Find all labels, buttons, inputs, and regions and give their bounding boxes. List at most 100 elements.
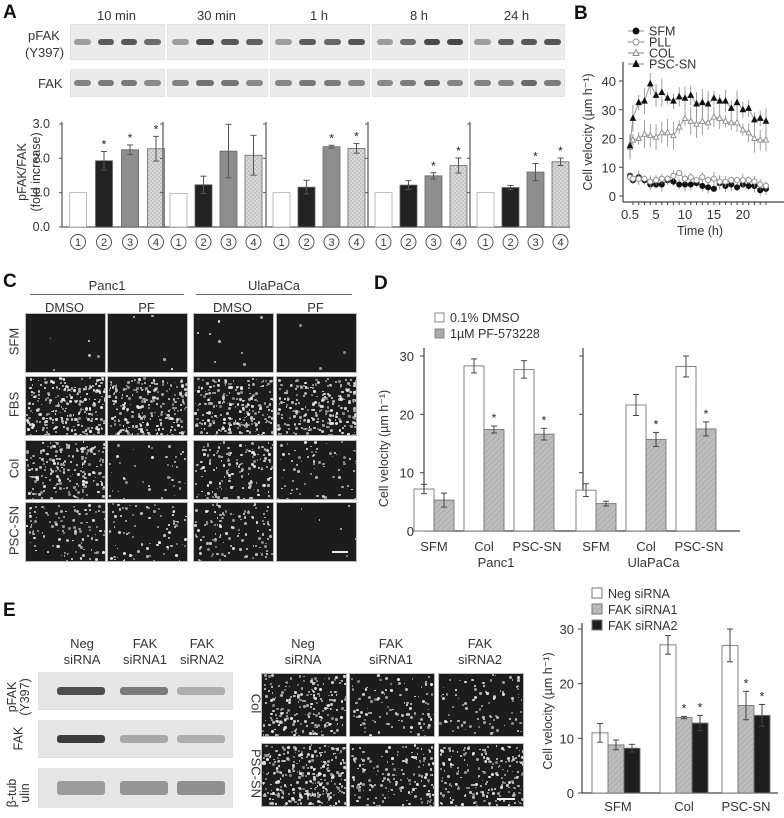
microscopy-image	[276, 313, 357, 373]
svg-text:2: 2	[405, 237, 411, 249]
svg-text:PLL: PLL	[649, 36, 671, 50]
svg-text:Cell velocity (µm h⁻¹): Cell velocity (µm h⁻¹)	[541, 652, 555, 769]
svg-text:30: 30	[602, 103, 616, 118]
microscopy-image	[193, 376, 274, 436]
microscopy-image	[193, 502, 274, 562]
blot-row-label-line1: FAK	[11, 726, 26, 751]
panel-d-letter: D	[374, 273, 388, 294]
fak-label: FAK	[38, 76, 63, 91]
protein-band	[447, 39, 464, 45]
protein-band	[221, 39, 239, 45]
row-label: Col	[6, 458, 22, 479]
blot-row-label: FAK	[11, 714, 26, 764]
svg-text:pFAK/FAK(fold increase): pFAK/FAK(fold increase)	[15, 132, 43, 211]
microscopy-image	[276, 502, 357, 562]
protein-band	[348, 39, 366, 45]
svg-text:0.1% DMSO: 0.1% DMSO	[450, 311, 520, 325]
protein-band	[348, 80, 366, 86]
blot-column-label: FAK	[189, 636, 215, 651]
blot-column-label: siRNA1	[122, 652, 168, 667]
protein-band	[474, 80, 491, 86]
svg-text:30: 30	[560, 622, 574, 637]
svg-text:Cell velocity (µm h⁻¹): Cell velocity (µm h⁻¹)	[377, 390, 391, 507]
svg-text:*: *	[760, 689, 765, 703]
protein-band	[544, 80, 561, 86]
microscopy-image	[276, 376, 357, 436]
svg-text:*: *	[492, 411, 497, 425]
timepoint-label: 8 h	[409, 8, 429, 23]
svg-text:0: 0	[567, 786, 574, 801]
svg-text:20: 20	[602, 132, 616, 147]
panel-a-letter: A	[3, 2, 17, 23]
pfak-blot-strip	[372, 24, 468, 60]
microscopy-image	[107, 313, 188, 373]
pfak-blot-strip	[270, 24, 370, 60]
timepoint-label: 30 min	[196, 8, 237, 23]
cell-line-underline	[196, 294, 352, 295]
svg-text:Col: Col	[674, 799, 694, 814]
svg-text:3: 3	[430, 237, 436, 249]
row-label: FBS	[6, 391, 22, 418]
micro-column-label: siRNA	[284, 652, 322, 667]
microscopy-image	[25, 313, 106, 373]
micro-column-label: siRNA2	[457, 652, 503, 667]
protein-band	[423, 39, 440, 45]
blot-strip	[38, 672, 233, 710]
protein-band	[120, 39, 138, 45]
svg-text:0.0: 0.0	[33, 220, 50, 234]
row-label: SFM	[6, 327, 22, 356]
panel-a-bar-chart: pFAK/FAK(fold increase) 0.0 1.0 2.0 3.0 1 * 2 * 3…	[15, 117, 570, 250]
svg-text:0: 0	[609, 189, 616, 204]
blot-row-label: β-tub ulin	[5, 768, 32, 818]
micro-column-label: siRNA1	[368, 652, 414, 667]
protein-band	[400, 39, 417, 45]
svg-text:Neg siRNA: Neg siRNA	[608, 587, 670, 601]
blot-column-label: siRNA2	[179, 652, 225, 667]
protein-band	[177, 781, 225, 795]
protein-band	[196, 80, 214, 86]
svg-text:15: 15	[707, 207, 721, 222]
svg-text:*: *	[354, 130, 359, 144]
protein-band	[323, 80, 341, 86]
protein-band	[144, 39, 161, 45]
scale-bar	[497, 798, 515, 800]
treatment-label: DMSO	[213, 300, 252, 315]
protein-band	[221, 80, 239, 86]
protein-band	[497, 39, 514, 45]
microscopy-image	[438, 673, 524, 737]
pfak-blot-strip	[167, 24, 268, 60]
protein-band	[177, 735, 225, 743]
svg-text:2.0: 2.0	[33, 151, 50, 165]
protein-band	[120, 687, 168, 695]
svg-text:5: 5	[652, 207, 659, 222]
protein-band	[447, 80, 464, 86]
protein-band	[120, 781, 168, 795]
svg-text:2: 2	[101, 237, 107, 249]
panel-e-bar-chart: Neg siRNA FAK siRNA1 FAK siRNA2 Cell veloci…	[541, 587, 778, 814]
svg-text:1.0: 1.0	[33, 186, 50, 200]
svg-text:Panc1: Panc1	[478, 555, 515, 570]
svg-text:SFM: SFM	[604, 799, 631, 814]
protein-band	[274, 39, 292, 45]
pfak-site-label: (Y397)	[25, 45, 65, 60]
microscopy-image	[261, 743, 347, 807]
svg-text:1: 1	[175, 237, 181, 249]
svg-text:SFM: SFM	[649, 25, 675, 39]
svg-text:4: 4	[250, 237, 256, 249]
svg-text:*: *	[329, 131, 334, 145]
svg-text:10: 10	[400, 466, 414, 481]
svg-text:*: *	[431, 159, 436, 173]
protein-band	[245, 39, 264, 45]
protein-band	[299, 80, 317, 86]
blot-column-label: siRNA	[63, 652, 101, 667]
svg-text:3: 3	[127, 237, 133, 249]
svg-text:1: 1	[380, 237, 386, 249]
svg-text:4: 4	[557, 237, 563, 249]
svg-text:PSC-SN: PSC-SN	[674, 539, 723, 554]
svg-text:FAK siRNA1: FAK siRNA1	[608, 603, 678, 617]
cell-line-label: Panc1	[88, 278, 126, 293]
micro-column-label: FAK	[378, 636, 404, 651]
panel-b-letter: B	[574, 3, 588, 24]
svg-text:3: 3	[225, 237, 231, 249]
svg-text:40: 40	[602, 74, 616, 89]
